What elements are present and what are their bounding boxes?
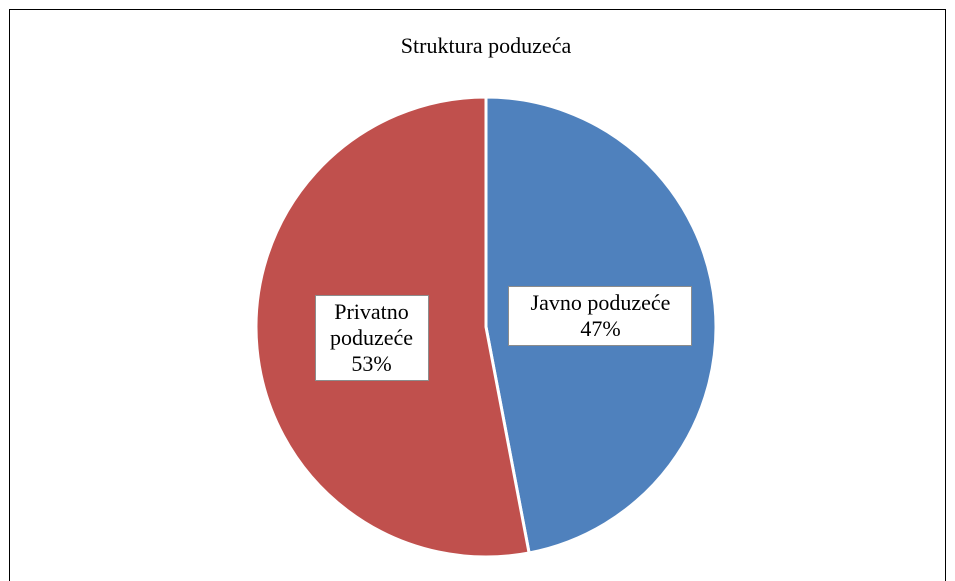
chart-border xyxy=(9,9,946,581)
label-category: Privatno poduzeće xyxy=(329,298,414,350)
label-value: 47% xyxy=(580,316,621,342)
data-label: Javno poduzeće 47% xyxy=(508,286,693,347)
label-value: 53% xyxy=(351,350,392,376)
data-label: Privatno poduzeće 53% xyxy=(314,294,429,381)
chart-title: Struktura poduzeća xyxy=(401,33,572,58)
label-category: Javno poduzeće xyxy=(530,290,671,316)
